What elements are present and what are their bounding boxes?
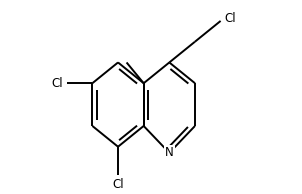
Text: N: N	[165, 146, 174, 159]
Text: Cl: Cl	[51, 77, 63, 90]
Text: Cl: Cl	[112, 178, 124, 191]
Text: Cl: Cl	[224, 12, 236, 25]
